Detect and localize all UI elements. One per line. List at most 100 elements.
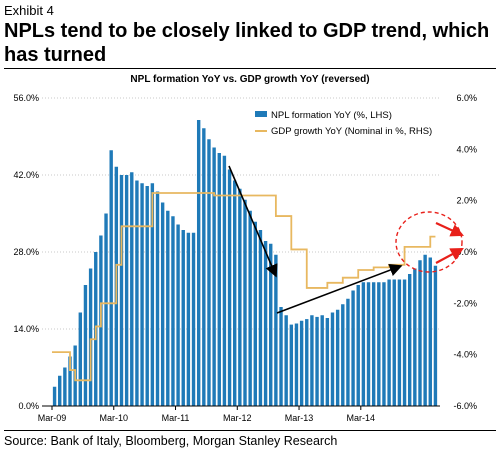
npl-bar — [88, 268, 93, 406]
npl-bar — [294, 323, 299, 406]
npl-bar — [83, 285, 88, 406]
npl-bar — [330, 312, 335, 406]
npl-bar — [155, 191, 160, 406]
npl-bar — [258, 230, 263, 406]
x-axis-ticks: Mar-09 Mar-10 Mar-11 Mar-12 Mar-13 Mar-14 — [38, 406, 375, 423]
npl-bar — [263, 241, 268, 406]
chart-title: NPL formation YoY vs. GDP growth YoY (re… — [130, 74, 369, 85]
npl-bar — [119, 175, 124, 406]
npl-bar — [124, 175, 129, 406]
npl-bar — [212, 147, 216, 406]
npl-bar — [166, 210, 170, 406]
npl-bar — [227, 169, 232, 406]
npl-bar — [253, 221, 257, 406]
npl-bar — [191, 232, 196, 406]
left-tick-label: 14.0% — [13, 324, 39, 334]
left-tick-label: 42.0% — [13, 170, 39, 180]
npl-bar — [433, 265, 438, 406]
npl-bar — [233, 180, 237, 406]
npl-bar — [284, 315, 288, 406]
npl-bar — [351, 290, 355, 406]
npl-bar — [243, 199, 247, 406]
npl-bar — [366, 282, 371, 406]
npl-bar — [217, 153, 221, 406]
npl-bar — [274, 254, 278, 406]
npl-bar — [289, 324, 294, 406]
right-axis-ticks: 6.0% 4.0% 2.0% 0.0% -2.0% -4.0% -6.0% — [453, 93, 477, 411]
npl-bar — [310, 315, 314, 406]
gdp-line — [52, 192, 436, 382]
npl-bar — [104, 213, 108, 406]
page-title: NPLs tend to be closely linked to GDP tr… — [4, 20, 490, 66]
x-tick-label: Mar-10 — [100, 413, 129, 423]
npl-bar — [171, 216, 175, 406]
npl-bar — [196, 120, 201, 406]
npl-bar — [423, 254, 427, 406]
npl-bar — [269, 243, 273, 406]
npl-bar — [109, 150, 113, 406]
right-tick-label: 0.0% — [456, 247, 477, 257]
npl-bar — [382, 282, 386, 406]
npl-bar — [140, 183, 144, 406]
npl-bar — [186, 232, 191, 406]
annotations — [228, 165, 464, 314]
npl-bar — [428, 257, 432, 406]
source-note: Source: Bank of Italy, Bloomberg, Morgan… — [4, 434, 338, 448]
npl-bar — [407, 274, 412, 406]
npl-bar — [392, 279, 396, 406]
npl-bar — [202, 128, 206, 406]
npl-bar — [58, 375, 62, 406]
npl-bar — [145, 186, 149, 406]
npl-bars — [52, 120, 438, 406]
turn-highlight-circle — [395, 211, 463, 273]
npl-bar — [315, 316, 319, 406]
npl-bar — [207, 139, 211, 406]
right-tick-label: 6.0% — [456, 93, 477, 103]
npl-bar — [181, 230, 185, 406]
right-tick-label: -2.0% — [453, 298, 477, 308]
red-arrow-up — [435, 247, 464, 264]
decline-arrow — [228, 165, 278, 278]
title-divider — [4, 68, 496, 69]
rise-arrow — [276, 263, 403, 314]
red-arrow-down — [435, 222, 464, 237]
exhibit-label: Exhibit 4 — [4, 3, 54, 18]
npl-bar — [238, 188, 242, 406]
npl-bar — [341, 304, 345, 406]
npl-bar — [361, 282, 366, 406]
npl-bar — [320, 315, 324, 406]
x-tick-label: Mar-12 — [223, 413, 252, 423]
legend-bar-swatch — [255, 111, 267, 117]
npl-bar — [356, 285, 360, 406]
right-tick-label: 4.0% — [456, 144, 477, 154]
npl-gdp-chart: NPL formation YoY vs. GDP growth YoY (re… — [13, 74, 477, 423]
npl-bar — [402, 279, 407, 406]
npl-bar — [413, 268, 417, 406]
npl-bar — [397, 279, 402, 406]
npl-bar — [78, 312, 83, 406]
source-divider — [4, 430, 496, 431]
npl-bar — [387, 279, 391, 406]
x-tick-label: Mar-13 — [285, 413, 314, 423]
x-tick-label: Mar-14 — [347, 413, 376, 423]
npl-bar — [305, 319, 309, 406]
npl-bar — [299, 320, 304, 406]
npl-bar — [176, 224, 180, 406]
right-tick-label: -6.0% — [453, 401, 477, 411]
npl-bar — [68, 356, 72, 406]
legend: NPL formation YoY (%, LHS) GDP growth Yo… — [255, 110, 432, 137]
x-tick-label: Mar-09 — [38, 413, 67, 423]
left-tick-label: 56.0% — [13, 93, 39, 103]
legend-line-label: GDP growth YoY (Nominal in %, RHS) — [271, 126, 432, 137]
npl-bar — [222, 155, 227, 406]
npl-bar — [377, 282, 381, 406]
npl-bar — [135, 180, 139, 406]
npl-bar — [52, 386, 57, 406]
left-axis-ticks: 0.0% 14.0% 28.0% 42.0% 56.0% — [13, 93, 39, 411]
right-tick-label: -4.0% — [453, 350, 477, 360]
npl-bar — [325, 318, 330, 406]
npl-bar — [371, 282, 376, 406]
right-tick-label: 2.0% — [456, 196, 477, 206]
npl-bar — [130, 172, 134, 406]
x-tick-label: Mar-11 — [162, 413, 190, 423]
